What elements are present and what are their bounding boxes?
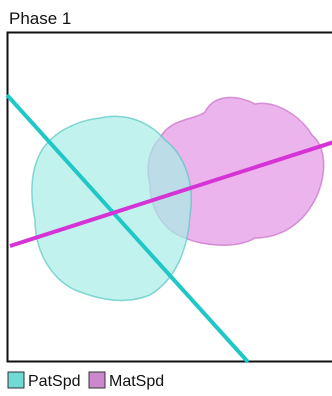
legend-swatch <box>8 372 24 388</box>
figure: Phase 1 PatSpd MatSpd <box>0 0 332 396</box>
panel-title: Phase 1 <box>9 9 71 28</box>
page: Phase 1 PatSpdMatSpd (() => { const data… <box>0 0 332 396</box>
legend: PatSpd MatSpd <box>8 372 164 390</box>
legend-swatch <box>89 372 105 388</box>
legend-label: PatSpd <box>28 373 80 390</box>
legend-label: MatSpd <box>109 373 164 390</box>
